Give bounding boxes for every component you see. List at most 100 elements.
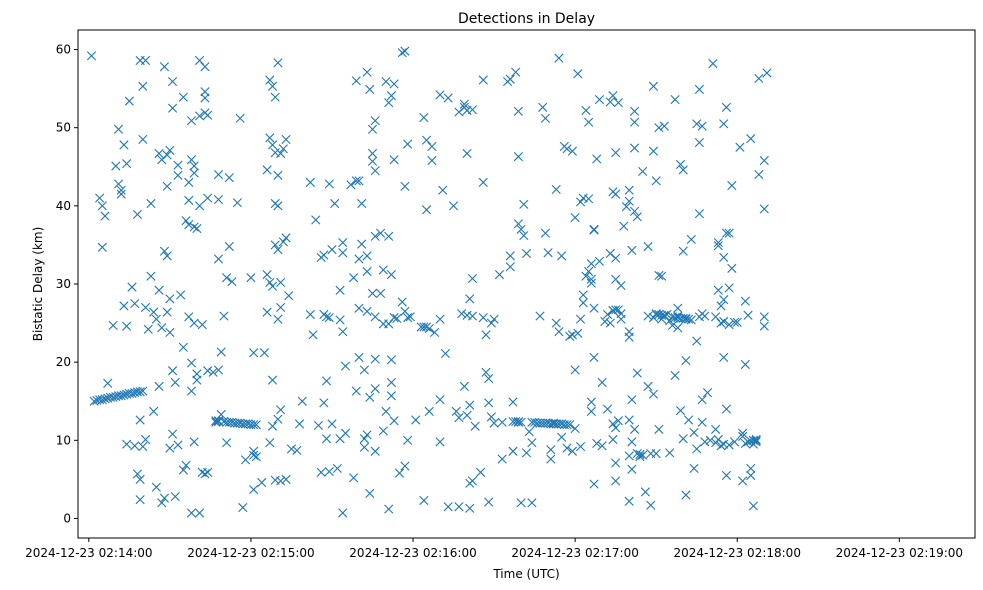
data-point bbox=[162, 307, 172, 317]
data-point bbox=[643, 311, 653, 321]
data-point bbox=[629, 143, 640, 153]
data-point bbox=[419, 112, 429, 123]
data-point bbox=[249, 450, 259, 460]
data-point bbox=[403, 435, 413, 445]
data-point bbox=[276, 405, 286, 415]
data-point bbox=[697, 395, 707, 405]
data-point bbox=[273, 314, 283, 324]
data-point bbox=[284, 291, 294, 301]
data-point bbox=[613, 305, 623, 315]
data-point bbox=[267, 81, 278, 91]
data-point bbox=[89, 396, 99, 406]
data-point bbox=[278, 237, 288, 247]
data-point bbox=[497, 417, 507, 427]
data-point bbox=[675, 406, 686, 416]
data-point bbox=[262, 307, 272, 317]
data-point bbox=[565, 331, 575, 341]
data-point bbox=[381, 76, 391, 87]
data-point bbox=[562, 443, 572, 453]
data-point bbox=[589, 479, 599, 489]
data-point bbox=[384, 98, 394, 108]
chart-title: Detections in Delay bbox=[458, 11, 595, 27]
data-point bbox=[719, 252, 729, 263]
data-point bbox=[354, 303, 364, 313]
data-point bbox=[338, 237, 348, 248]
data-point bbox=[694, 209, 705, 219]
data-point bbox=[567, 146, 578, 156]
data-point bbox=[270, 240, 280, 250]
data-point bbox=[135, 474, 145, 484]
data-point bbox=[527, 438, 537, 448]
data-point bbox=[189, 161, 199, 171]
data-point bbox=[624, 451, 634, 461]
data-point bbox=[178, 465, 188, 475]
data-point bbox=[95, 193, 105, 203]
data-point bbox=[759, 204, 769, 214]
data-point bbox=[743, 437, 753, 447]
data-point bbox=[370, 354, 380, 364]
data-point bbox=[319, 398, 329, 408]
data-point bbox=[305, 177, 315, 187]
data-point bbox=[524, 427, 534, 437]
data-point bbox=[451, 406, 461, 416]
data-point bbox=[589, 225, 599, 235]
data-point bbox=[632, 212, 642, 222]
data-point bbox=[700, 437, 710, 447]
data-point bbox=[454, 502, 464, 512]
data-point bbox=[743, 310, 753, 320]
data-point bbox=[321, 434, 332, 444]
data-point bbox=[538, 102, 548, 112]
data-point bbox=[262, 270, 272, 280]
data-point bbox=[162, 181, 172, 191]
data-point bbox=[100, 211, 110, 221]
data-point bbox=[567, 330, 578, 340]
data-point bbox=[354, 254, 364, 264]
data-point bbox=[370, 231, 380, 241]
data-point bbox=[470, 421, 480, 431]
data-point bbox=[589, 352, 599, 363]
data-point bbox=[759, 312, 769, 322]
data-point bbox=[165, 294, 175, 304]
data-point bbox=[189, 222, 199, 232]
data-point bbox=[140, 434, 151, 445]
data-point bbox=[240, 455, 251, 465]
data-point bbox=[586, 406, 596, 416]
data-point bbox=[692, 336, 702, 346]
data-point bbox=[267, 421, 278, 431]
data-point bbox=[276, 277, 286, 288]
data-point bbox=[138, 386, 148, 396]
data-point bbox=[702, 388, 713, 398]
data-point bbox=[119, 140, 129, 150]
data-point bbox=[746, 463, 756, 474]
data-point bbox=[403, 139, 413, 149]
data-point bbox=[667, 320, 677, 331]
data-point bbox=[367, 156, 378, 166]
data-point bbox=[238, 502, 248, 513]
data-point bbox=[427, 141, 437, 152]
data-point bbox=[400, 461, 410, 471]
data-point bbox=[513, 152, 523, 162]
data-point bbox=[165, 327, 175, 338]
x-tick-label: 2024-12-23 02:16:00 bbox=[349, 546, 476, 560]
data-point bbox=[497, 454, 507, 464]
data-point bbox=[629, 424, 640, 434]
data-point bbox=[419, 495, 429, 506]
data-point bbox=[348, 473, 359, 483]
x-tick-label: 2024-12-23 02:19:00 bbox=[836, 546, 963, 560]
data-point bbox=[540, 113, 551, 123]
data-point bbox=[203, 366, 213, 376]
data-point bbox=[165, 145, 175, 155]
data-point bbox=[124, 96, 134, 106]
data-point bbox=[267, 140, 278, 150]
data-point bbox=[194, 508, 205, 518]
data-point bbox=[97, 242, 107, 252]
data-point bbox=[584, 117, 594, 127]
data-point bbox=[127, 282, 137, 292]
data-point bbox=[565, 420, 575, 430]
data-point bbox=[157, 323, 167, 333]
data-point bbox=[357, 198, 367, 209]
data-point bbox=[186, 508, 197, 518]
data-point bbox=[638, 166, 648, 177]
data-point bbox=[122, 159, 132, 169]
data-point bbox=[313, 420, 324, 431]
